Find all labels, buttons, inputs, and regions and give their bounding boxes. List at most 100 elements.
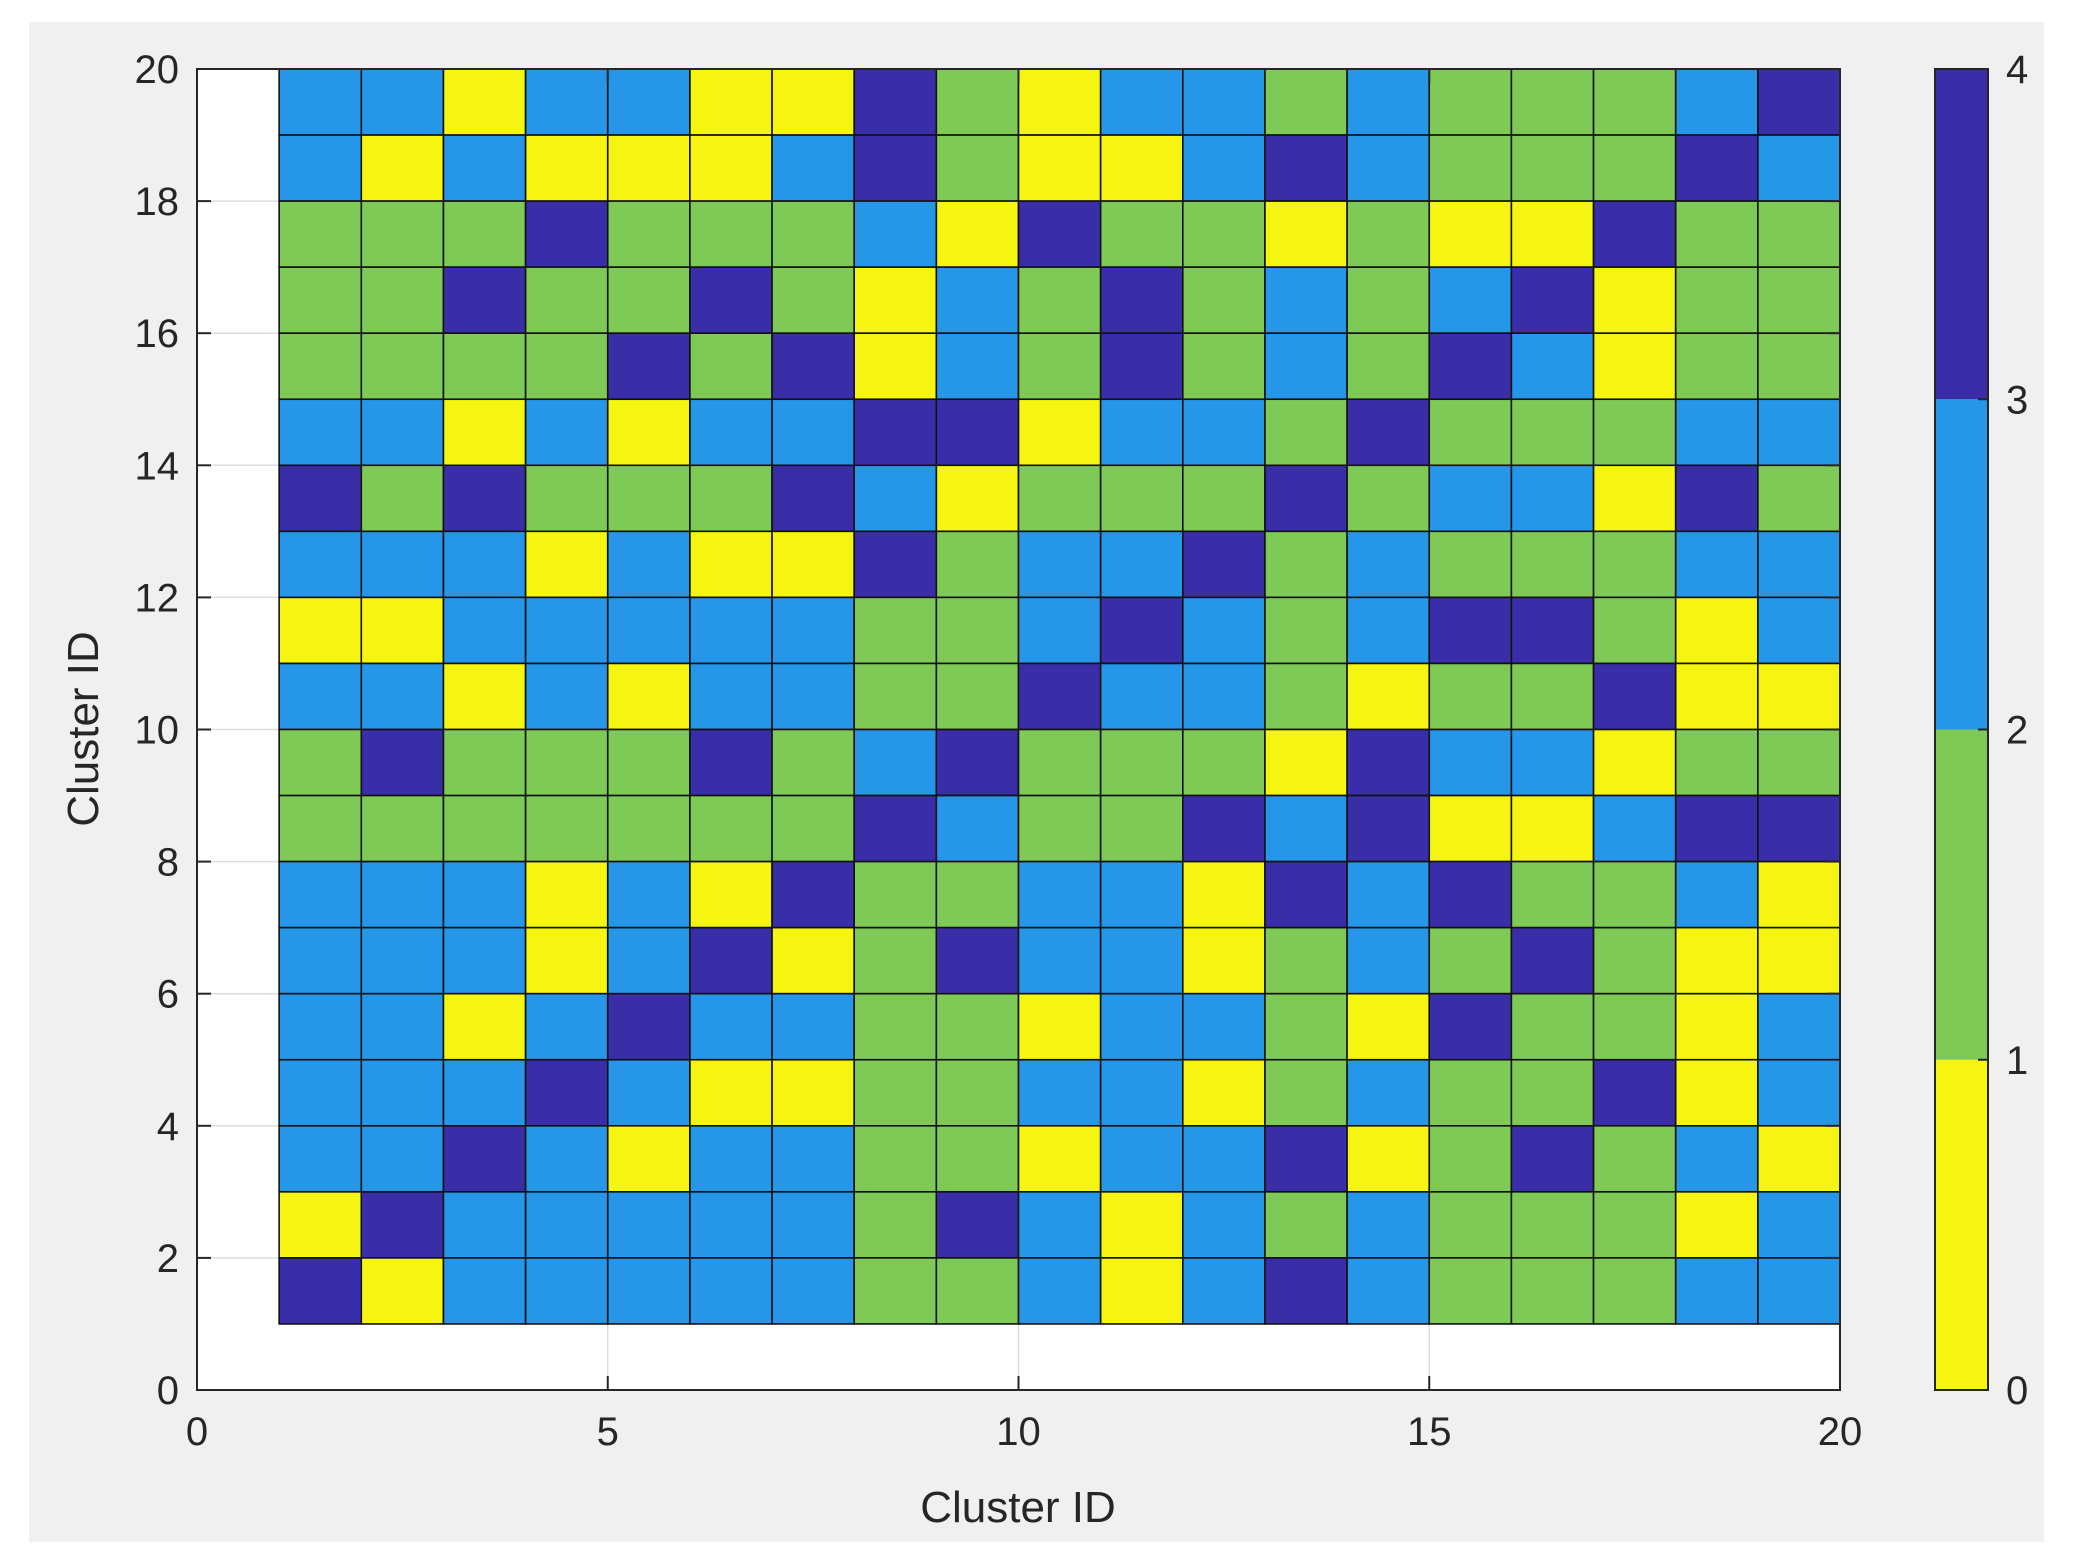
- heatmap-cell: [935, 860, 1020, 929]
- heatmap-cell: [524, 332, 609, 401]
- heatmap-cell: [1428, 530, 1513, 599]
- heatmap-cell: [771, 1058, 855, 1127]
- heatmap-cell: [278, 134, 363, 202]
- heatmap-cell: [771, 926, 855, 995]
- heatmap-cell: [442, 926, 527, 995]
- heatmap-cell: [1182, 266, 1266, 334]
- heatmap-cell: [1510, 1125, 1595, 1193]
- heatmap-cell: [1017, 992, 1102, 1061]
- heatmap-cell: [853, 266, 938, 334]
- heatmap-cell: [1674, 1058, 1759, 1127]
- heatmap-cell: [771, 794, 855, 863]
- heatmap-cell: [689, 1191, 773, 1259]
- heatmap-cells: [278, 68, 1841, 1325]
- heatmap-cell: [1182, 68, 1266, 136]
- heatmap-cell: [1099, 992, 1184, 1061]
- heatmap-cell: [1757, 200, 1841, 268]
- heatmap-cell: [1264, 266, 1348, 334]
- heatmap-cell: [1592, 530, 1677, 599]
- heatmap-cell: [1757, 332, 1841, 401]
- heatmap-cell: [1428, 398, 1513, 467]
- heatmap-cell: [524, 794, 609, 863]
- heatmap-cell: [1757, 926, 1841, 995]
- heatmap-cell: [1264, 860, 1348, 929]
- heatmap-cell: [1674, 398, 1759, 467]
- heatmap-cell: [1592, 860, 1677, 929]
- heatmap-cell: [1592, 992, 1677, 1061]
- heatmap-cell: [1182, 1257, 1266, 1325]
- heatmap-cell: [689, 596, 773, 665]
- y-tick-label: 4: [157, 1105, 179, 1149]
- heatmap-cell: [442, 1191, 527, 1259]
- heatmap-cell: [853, 398, 938, 467]
- colorbar-segment: [1935, 1059, 1988, 1390]
- heatmap-cell: [1099, 860, 1184, 929]
- heatmap-cell: [1099, 1257, 1184, 1325]
- heatmap-cell: [689, 464, 773, 533]
- heatmap-cell: [1674, 860, 1759, 929]
- heatmap-cell: [1017, 266, 1102, 334]
- heatmap-cell: [1346, 266, 1431, 334]
- heatmap-cell: [1099, 464, 1184, 533]
- colorbar-tick-label: 4: [2006, 48, 2028, 92]
- heatmap-cell: [1099, 68, 1184, 136]
- heatmap-cell: [1592, 926, 1677, 995]
- heatmap-cell: [1346, 728, 1431, 797]
- heatmap-cell: [1510, 992, 1595, 1061]
- heatmap-cell: [278, 992, 363, 1061]
- heatmap-cell: [360, 332, 445, 401]
- heatmap-cell: [1428, 200, 1513, 268]
- heatmap-cell: [935, 200, 1020, 268]
- heatmap-cell: [1017, 728, 1102, 797]
- heatmap-cell: [278, 1191, 363, 1259]
- heatmap-cell: [360, 134, 445, 202]
- heatmap-cell: [1428, 860, 1513, 929]
- heatmap-cell: [1346, 992, 1431, 1061]
- heatmap-cell: [771, 662, 855, 731]
- heatmap-cell: [1264, 398, 1348, 467]
- heatmap-cell: [1346, 200, 1431, 268]
- heatmap-cell: [1264, 596, 1348, 665]
- heatmap-cell: [689, 266, 773, 334]
- heatmap-cell: [278, 266, 363, 334]
- heatmap-cell: [1182, 926, 1266, 995]
- heatmap-cell: [442, 332, 527, 401]
- heatmap-cell: [606, 1191, 691, 1259]
- heatmap-cell: [1592, 266, 1677, 334]
- heatmap-cell: [1428, 464, 1513, 533]
- heatmap-cell: [1182, 1058, 1266, 1127]
- x-tick-label: 0: [186, 1410, 208, 1454]
- heatmap-cell: [1757, 794, 1841, 863]
- heatmap-cell: [606, 266, 691, 334]
- heatmap-cell: [442, 794, 527, 863]
- heatmap-cell: [689, 992, 773, 1061]
- heatmap-cell: [1674, 332, 1759, 401]
- y-tick-label: 6: [157, 973, 179, 1017]
- heatmap-cell: [1674, 266, 1759, 334]
- heatmap-cell: [1264, 992, 1348, 1061]
- heatmap-cell: [935, 992, 1020, 1061]
- y-tick-label: 2: [157, 1237, 179, 1281]
- heatmap-cell: [524, 1257, 609, 1325]
- heatmap-cell: [1510, 1191, 1595, 1259]
- heatmap-cell: [935, 68, 1020, 136]
- heatmap-cell: [689, 1257, 773, 1325]
- heatmap-cell: [1428, 794, 1513, 863]
- heatmap-cell: [1264, 1191, 1348, 1259]
- heatmap-cell: [853, 134, 938, 202]
- x-tick-label: 10: [996, 1410, 1041, 1454]
- heatmap-cell: [524, 662, 609, 731]
- heatmap-cell: [1592, 794, 1677, 863]
- heatmap-cell: [1182, 464, 1266, 533]
- heatmap-cell: [1017, 68, 1102, 136]
- heatmap-cell: [1510, 596, 1595, 665]
- heatmap-cell: [853, 1125, 938, 1193]
- heatmap-cell: [1099, 596, 1184, 665]
- heatmap-cell: [1017, 794, 1102, 863]
- heatmap-cell: [689, 398, 773, 467]
- heatmap-cell: [1674, 794, 1759, 863]
- heatmap-cell: [689, 332, 773, 401]
- heatmap-cell: [1017, 1191, 1102, 1259]
- colorbar-segment: [1935, 399, 1988, 730]
- heatmap-cell: [771, 992, 855, 1061]
